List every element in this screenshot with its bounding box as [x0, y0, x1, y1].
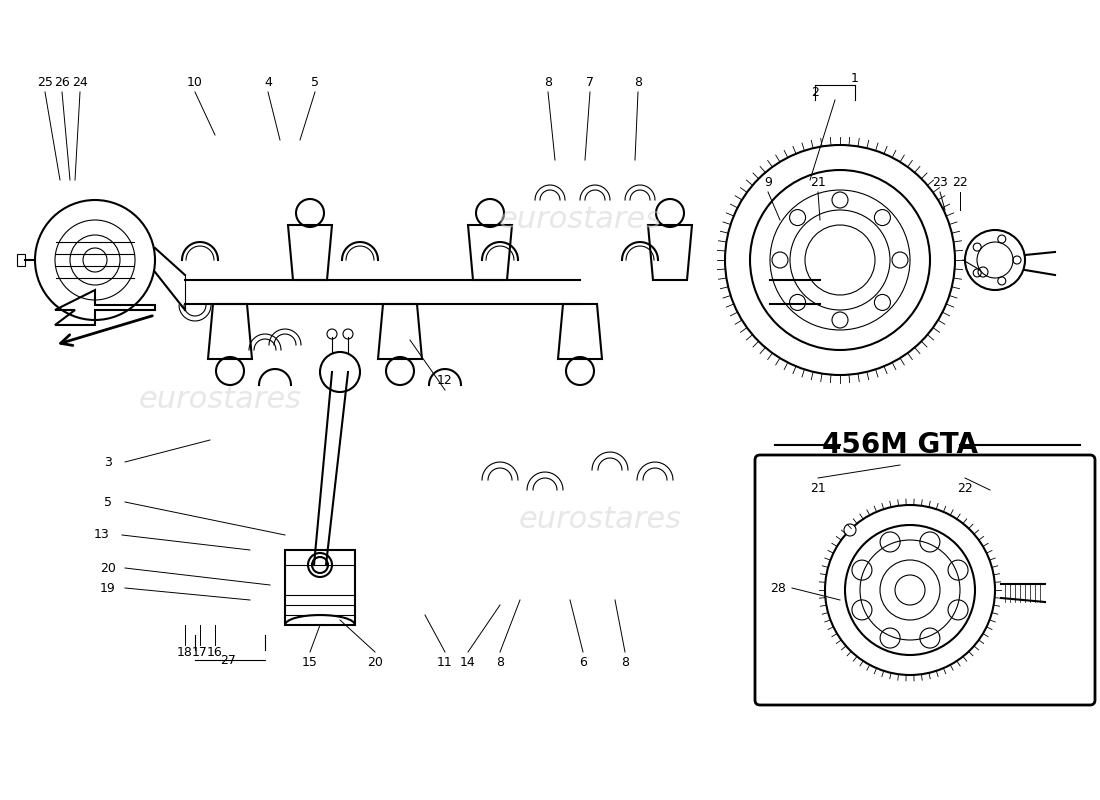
- Text: 9: 9: [764, 175, 772, 189]
- Text: 20: 20: [367, 655, 383, 669]
- Bar: [285, 550, 355, 625]
- Text: 8: 8: [621, 655, 629, 669]
- Text: 8: 8: [544, 75, 552, 89]
- Text: eurostares: eurostares: [498, 206, 661, 234]
- Text: 3: 3: [104, 455, 112, 469]
- Text: 23: 23: [932, 175, 948, 189]
- Text: 26: 26: [54, 75, 70, 89]
- Text: 25: 25: [37, 75, 53, 89]
- Text: 14: 14: [460, 655, 476, 669]
- Text: 10: 10: [187, 75, 202, 89]
- Text: 5: 5: [104, 495, 112, 509]
- Text: 456M GTA: 456M GTA: [822, 431, 978, 459]
- Text: 18: 18: [177, 646, 192, 658]
- Text: eurostares: eurostares: [518, 506, 682, 534]
- Text: 8: 8: [496, 655, 504, 669]
- Text: eurostares: eurostares: [139, 386, 301, 414]
- Text: 2: 2: [811, 86, 818, 98]
- FancyBboxPatch shape: [755, 455, 1094, 705]
- Text: 12: 12: [437, 374, 453, 386]
- Text: 8: 8: [634, 75, 642, 89]
- Text: 5: 5: [311, 75, 319, 89]
- Text: 22: 22: [957, 482, 972, 494]
- Circle shape: [978, 267, 988, 277]
- Text: 11: 11: [437, 655, 453, 669]
- Text: 21: 21: [810, 482, 826, 494]
- Text: 1: 1: [851, 71, 859, 85]
- Text: 22: 22: [953, 175, 968, 189]
- Text: 19: 19: [100, 582, 116, 594]
- Text: 6: 6: [579, 655, 587, 669]
- Text: 27: 27: [220, 654, 235, 666]
- Text: 17: 17: [192, 646, 208, 658]
- Text: 13: 13: [95, 529, 110, 542]
- Text: 20: 20: [100, 562, 116, 574]
- Text: 16: 16: [207, 646, 223, 658]
- Text: 24: 24: [73, 75, 88, 89]
- Text: 7: 7: [586, 75, 594, 89]
- Text: 15: 15: [302, 655, 318, 669]
- Text: 28: 28: [770, 582, 785, 594]
- Circle shape: [844, 524, 856, 536]
- Circle shape: [312, 557, 328, 573]
- Bar: [16, 254, 25, 266]
- Text: 21: 21: [810, 175, 826, 189]
- Text: 4: 4: [264, 75, 272, 89]
